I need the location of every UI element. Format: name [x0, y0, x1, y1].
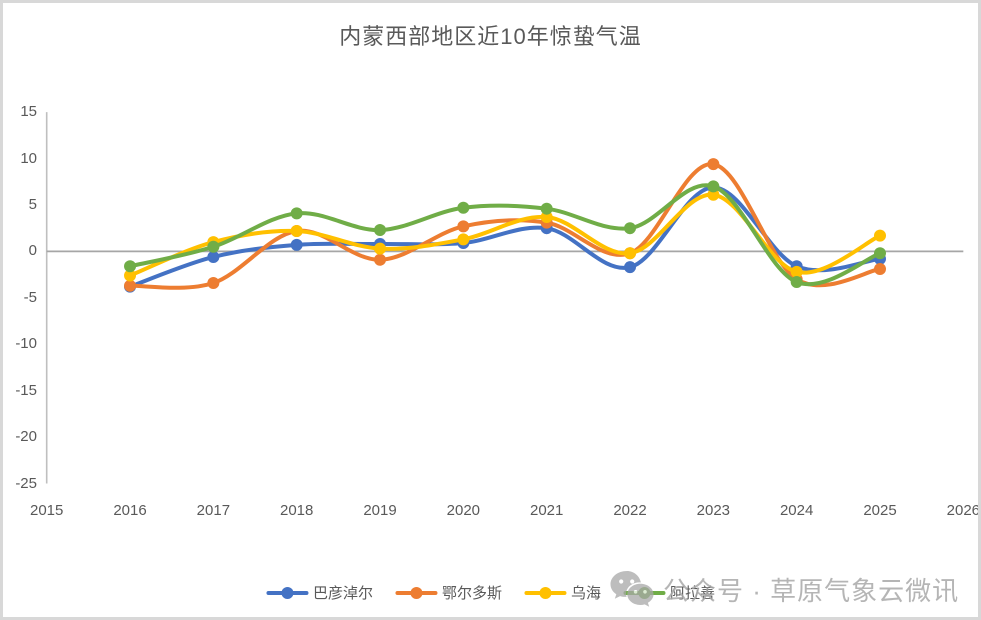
series-2-point-3 [374, 242, 387, 255]
x-tick-label: 2020 [446, 502, 481, 519]
series-0-point-2 [290, 238, 303, 251]
y-tick-label: -20 [15, 428, 37, 446]
x-tick-label: 2016 [113, 502, 147, 519]
legend-item-2: 乌海 [524, 582, 601, 603]
x-tick-label: 2023 [696, 502, 731, 519]
x-tick-label: 2017 [196, 502, 231, 519]
series-1-point-3 [374, 253, 387, 266]
series-3-point-2 [290, 207, 303, 220]
watermark: 公众号 · 草原气象云微讯 [609, 569, 959, 609]
x-tick-label: 2025 [863, 502, 897, 519]
series-line-1 [128, 162, 882, 290]
series-1-point-0 [124, 279, 137, 292]
legend-item-0: 巴彦淖尔 [265, 582, 373, 603]
series-0-point-6 [624, 261, 637, 274]
y-tick-label: -5 [23, 288, 37, 306]
legend-item-1: 鄂尔多斯 [394, 582, 502, 603]
series-2-point-8 [790, 265, 803, 278]
series-0-point-1 [207, 250, 220, 263]
plot-area [45, 112, 964, 484]
series-3-point-5 [540, 202, 553, 215]
legend-label: 乌海 [571, 585, 602, 602]
legend-line-marker-icon [265, 586, 308, 600]
series-3-point-3 [374, 224, 387, 237]
x-tick-label: 2018 [280, 502, 314, 519]
y-tick-label: -10 [15, 335, 37, 353]
y-tick-label: 5 [28, 195, 37, 213]
x-tick-label: 2019 [363, 502, 397, 519]
series-2-point-5 [540, 211, 553, 224]
series-1-point-7 [707, 158, 720, 171]
x-tick-label: 2022 [613, 502, 647, 519]
legend-line-marker-icon [394, 586, 437, 600]
series-3-point-1 [207, 240, 220, 253]
y-tick-label: 10 [20, 149, 37, 167]
x-tick-label: 2026 [946, 502, 981, 519]
y-tick-label: 0 [28, 242, 37, 260]
watermark-text: 公众号 · 草原气象云微讯 [663, 575, 960, 606]
series-3-point-9 [874, 247, 886, 260]
series-3-point-6 [624, 222, 637, 235]
series-2-point-7 [707, 188, 720, 201]
y-tick-label: -25 [15, 474, 37, 492]
series-2-point-9 [874, 229, 886, 242]
series-2-point-6 [624, 247, 637, 260]
series-2-point-4 [457, 233, 470, 246]
series-line-3 [128, 183, 882, 287]
series-3-point-4 [457, 201, 470, 214]
x-tick-label: 2015 [30, 502, 64, 519]
legend-label: 阿拉善 [670, 585, 716, 602]
series-2-point-0 [124, 269, 137, 282]
legend: 巴彦淖尔 鄂尔多斯 乌海 阿拉善 [265, 582, 716, 603]
x-tick-label: 2024 [779, 502, 814, 519]
series-1-point-4 [457, 220, 470, 233]
wechat-icon [610, 571, 654, 607]
legend-label: 鄂尔多斯 [441, 585, 502, 602]
series-2-point-2 [290, 224, 303, 237]
legend-line-marker-icon [524, 586, 566, 600]
series-3-point-8 [790, 276, 803, 289]
y-tick-label: -15 [15, 381, 37, 399]
legend-label: 巴彦淖尔 [312, 585, 373, 602]
series-1-point-1 [207, 276, 220, 289]
y-tick-label: 15 [20, 103, 37, 121]
chart-title: 内蒙西部地区近10年惊蛰气温 [339, 24, 642, 49]
series-3-point-7 [707, 180, 720, 193]
x-tick-label: 2021 [529, 502, 564, 519]
series-1-point-9 [874, 263, 886, 276]
series-3-point-0 [124, 260, 137, 273]
